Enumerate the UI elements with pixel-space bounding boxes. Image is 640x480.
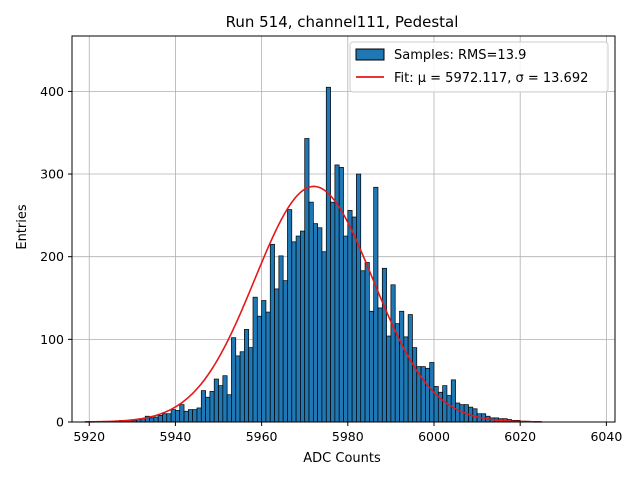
histogram-bar bbox=[179, 404, 185, 423]
histogram-bar bbox=[330, 201, 336, 423]
histogram-bar bbox=[200, 390, 206, 423]
histogram-bar bbox=[153, 416, 159, 423]
histogram-bar bbox=[188, 409, 194, 423]
histogram-bar bbox=[192, 409, 198, 423]
histogram-bar bbox=[252, 296, 258, 423]
histogram-bar bbox=[278, 255, 284, 423]
x-axis-label: ADC Counts bbox=[303, 451, 381, 466]
histogram-bar bbox=[364, 262, 370, 423]
y-axis-ticks: 0 100 200 300 400 bbox=[40, 84, 72, 430]
histogram-bar bbox=[369, 310, 375, 423]
legend-box bbox=[349, 41, 609, 93]
histogram-bar bbox=[347, 210, 353, 423]
histogram-bar bbox=[351, 216, 357, 423]
histogram-bar bbox=[425, 367, 431, 423]
histogram-bar bbox=[226, 394, 232, 423]
y-tick-label: 0 bbox=[56, 415, 64, 430]
histogram-bar bbox=[325, 86, 331, 423]
histogram-bar bbox=[265, 311, 271, 423]
x-axis-ticks: 5920 5940 5960 5980 6000 6020 6040 bbox=[73, 422, 622, 444]
histogram-bar bbox=[420, 366, 426, 423]
histogram-bar bbox=[295, 235, 301, 423]
y-tick-label: 300 bbox=[40, 167, 64, 182]
histogram-bar bbox=[412, 347, 418, 423]
histogram-bar bbox=[170, 409, 176, 423]
histogram-bar bbox=[291, 241, 297, 423]
histogram-bar bbox=[244, 329, 250, 423]
histogram-bar bbox=[386, 335, 392, 423]
histogram-bar bbox=[162, 413, 168, 423]
x-tick-label: 6020 bbox=[504, 429, 536, 444]
histogram-bar bbox=[450, 379, 456, 423]
y-tick-label: 100 bbox=[40, 332, 64, 347]
legend-samples-swatch bbox=[355, 48, 385, 61]
x-tick-label: 5960 bbox=[246, 429, 278, 444]
histogram-bar bbox=[269, 243, 275, 423]
histogram-bar bbox=[218, 385, 224, 423]
histogram-bar bbox=[274, 288, 280, 423]
histogram-bar bbox=[222, 375, 228, 423]
histogram-bar bbox=[183, 410, 189, 423]
histogram-bar bbox=[256, 315, 262, 423]
histogram-bar bbox=[321, 251, 327, 423]
histogram-bar bbox=[343, 235, 349, 423]
histogram-bar bbox=[312, 223, 318, 423]
legend-samples-label: Samples: RMS=13.9 bbox=[394, 48, 526, 63]
legend-fit-label: Fit: μ = 5972.117, σ = 13.692 bbox=[394, 71, 588, 86]
y-tick-label: 400 bbox=[40, 84, 64, 99]
histogram-bar bbox=[213, 378, 219, 423]
histogram-bar bbox=[209, 391, 215, 423]
y-tick-label: 200 bbox=[40, 249, 64, 264]
histogram-bar bbox=[282, 280, 288, 423]
histogram-bar bbox=[300, 230, 306, 423]
histogram-bar bbox=[407, 314, 413, 423]
histogram-bar bbox=[373, 186, 379, 423]
histogram-bar bbox=[455, 402, 461, 423]
histogram-bar bbox=[235, 355, 241, 423]
histogram-bar bbox=[446, 395, 452, 423]
x-tick-label: 5920 bbox=[73, 429, 105, 444]
histogram-bar bbox=[399, 310, 405, 423]
histogram-bar bbox=[360, 270, 366, 423]
histogram-bar bbox=[287, 209, 293, 423]
histogram-bar bbox=[205, 396, 211, 423]
chart-title: Run 514, channel111, Pedestal bbox=[226, 13, 459, 31]
histogram-bar bbox=[381, 267, 387, 423]
x-tick-label: 6000 bbox=[418, 429, 450, 444]
histogram-bar bbox=[175, 410, 181, 423]
histogram-bar bbox=[377, 307, 383, 423]
histogram-bar bbox=[338, 167, 344, 423]
plot-frame bbox=[71, 35, 616, 423]
legend: Samples: RMS=13.9 Fit: μ = 5972.117, σ =… bbox=[349, 41, 609, 93]
histogram-bar bbox=[231, 337, 237, 423]
histogram-bar bbox=[356, 173, 362, 423]
histogram-bar bbox=[196, 407, 202, 423]
histogram-bar bbox=[261, 300, 267, 423]
histogram-bar bbox=[317, 227, 323, 423]
x-tick-label: 5980 bbox=[332, 429, 364, 444]
histogram-bar bbox=[308, 201, 314, 423]
x-tick-label: 5940 bbox=[160, 429, 192, 444]
histogram-bar bbox=[304, 138, 310, 423]
y-axis-label: Entries bbox=[15, 204, 30, 250]
histogram-bar bbox=[157, 415, 163, 423]
x-tick-label: 6040 bbox=[590, 429, 622, 444]
histogram-bar bbox=[166, 413, 172, 423]
histogram-bar bbox=[433, 386, 439, 423]
histogram-bar bbox=[390, 284, 396, 423]
histogram-bar bbox=[149, 417, 155, 423]
histogram-bar bbox=[239, 351, 245, 423]
fit-curve bbox=[84, 185, 542, 423]
histogram-bar bbox=[248, 347, 254, 423]
